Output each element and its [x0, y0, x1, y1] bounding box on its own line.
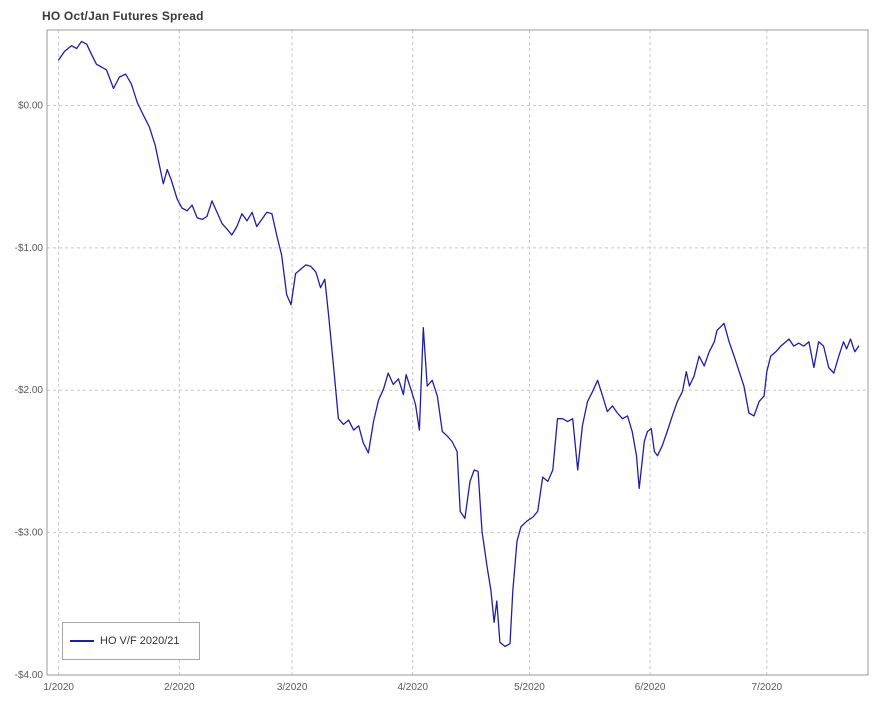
- series-line: [58, 40, 860, 648]
- x-tick-label: 6/2020: [635, 682, 666, 693]
- x-tick-label: 3/2020: [277, 682, 308, 693]
- x-tick-label: 2/2020: [164, 682, 195, 693]
- x-tick-label: 7/2020: [752, 682, 783, 693]
- legend-label: HO V/F 2020/21: [100, 635, 180, 647]
- y-tick-label: -$1.00: [15, 243, 44, 254]
- x-tick-label: 1/2020: [43, 682, 74, 693]
- y-tick-label: -$4.00: [15, 670, 44, 681]
- x-tick-label: 5/2020: [514, 682, 545, 693]
- y-tick-label: -$3.00: [15, 528, 44, 539]
- legend-line-swatch: [70, 640, 94, 642]
- y-tick-label: $0.00: [18, 100, 43, 111]
- legend-box: HO V/F 2020/21: [62, 622, 200, 660]
- x-tick-label: 4/2020: [397, 682, 428, 693]
- chart-title: HO Oct/Jan Futures Spread: [42, 9, 204, 23]
- plot-border: [46, 29, 869, 676]
- y-tick-label: -$2.00: [15, 385, 44, 396]
